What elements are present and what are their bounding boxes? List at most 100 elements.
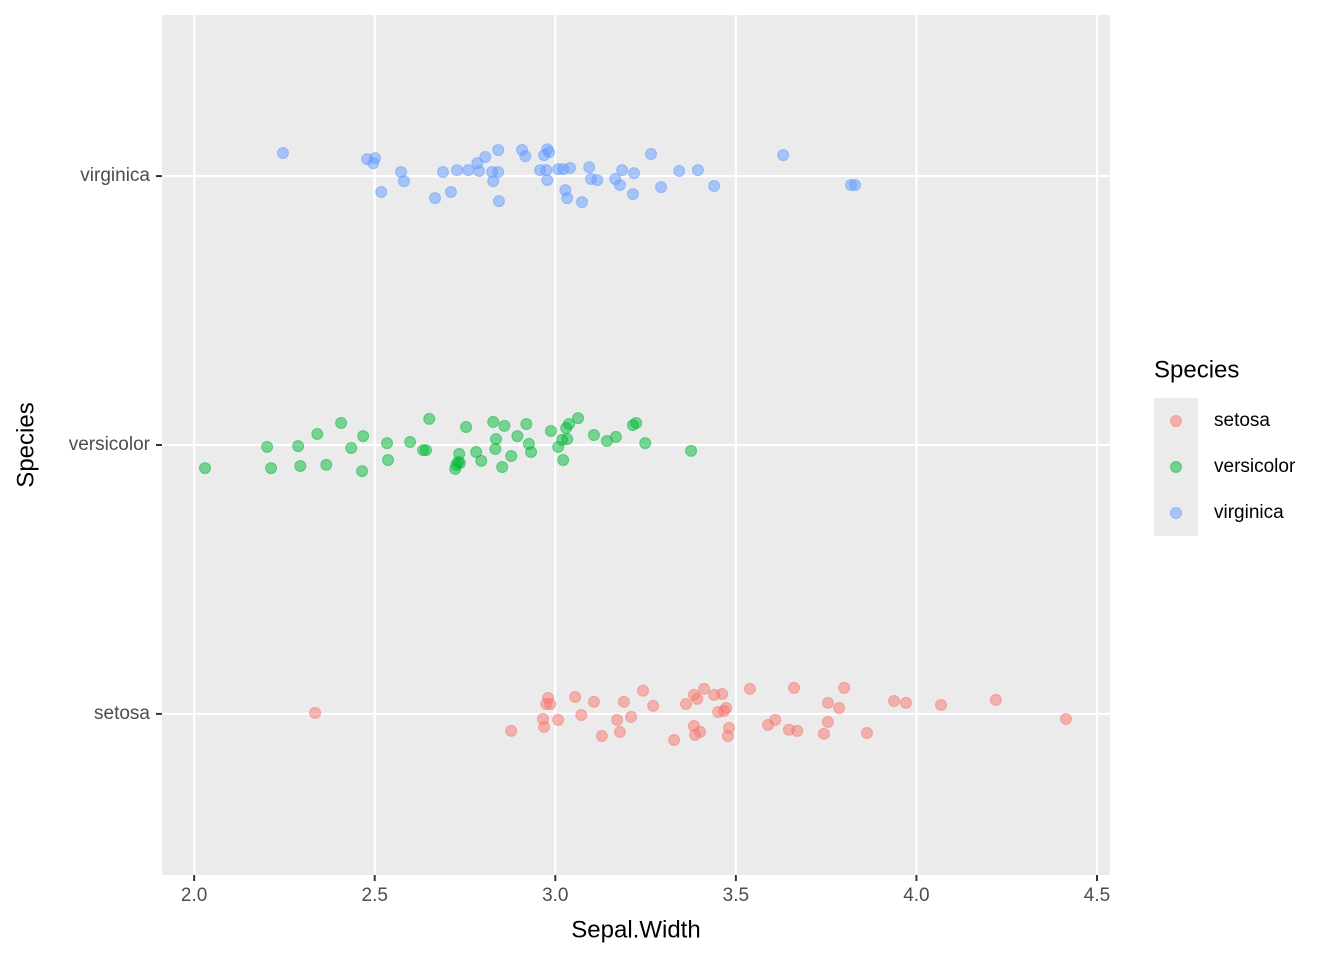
point (595, 729, 608, 742)
point (587, 695, 600, 708)
point (294, 459, 307, 472)
point (673, 164, 686, 177)
point (572, 412, 585, 425)
point (380, 437, 393, 450)
point (655, 181, 668, 194)
y-tick-label: setosa (94, 703, 150, 724)
point (561, 192, 574, 205)
point (444, 185, 457, 198)
point (543, 146, 556, 159)
point (462, 164, 475, 177)
point (436, 166, 449, 179)
point (357, 430, 370, 443)
point (375, 185, 388, 198)
point (691, 692, 704, 705)
point (769, 713, 782, 726)
point (587, 429, 600, 442)
point (561, 433, 574, 446)
legend-label: versicolor (1214, 456, 1296, 477)
point (382, 454, 395, 467)
point (345, 441, 358, 454)
point (538, 720, 551, 733)
point (489, 443, 502, 456)
point (479, 150, 492, 163)
point (367, 157, 380, 170)
point (609, 430, 622, 443)
legend-symbol (1170, 415, 1182, 427)
point (817, 727, 830, 740)
point (708, 180, 721, 193)
y-tick-label: virginica (80, 165, 150, 186)
point (198, 462, 211, 475)
point (777, 149, 790, 162)
point (716, 688, 729, 701)
point (721, 729, 734, 742)
point (470, 445, 483, 458)
point (788, 681, 800, 694)
point (637, 684, 650, 697)
point (821, 696, 834, 709)
point (563, 418, 576, 431)
point (576, 196, 589, 209)
point (717, 704, 730, 717)
point (860, 727, 873, 740)
point (685, 444, 698, 457)
point (694, 725, 707, 738)
point (511, 430, 524, 443)
point (989, 693, 1002, 706)
point (625, 710, 638, 723)
point (487, 415, 500, 428)
point (356, 465, 369, 478)
point (791, 724, 804, 737)
point (490, 433, 503, 446)
x-tick-label: 4.0 (903, 885, 929, 906)
point (833, 702, 846, 715)
point (617, 695, 630, 708)
point (626, 188, 639, 201)
point (541, 174, 554, 187)
point (743, 682, 756, 695)
point (569, 690, 582, 703)
point (492, 195, 505, 208)
point (335, 416, 348, 429)
point (475, 454, 488, 467)
x-tick-label: 3.0 (542, 885, 568, 906)
point (292, 440, 305, 453)
x-axis-title: Sepal.Width (571, 916, 700, 943)
point (838, 681, 851, 694)
point (423, 412, 436, 425)
point (849, 178, 862, 191)
point (644, 148, 657, 161)
point (557, 454, 570, 467)
point (320, 458, 333, 471)
point (397, 175, 410, 188)
point (473, 164, 486, 177)
point (564, 162, 577, 175)
x-tick-label: 2.0 (181, 885, 207, 906)
point (505, 450, 518, 463)
point (520, 418, 533, 431)
point (450, 458, 463, 471)
point (583, 161, 596, 174)
point (899, 696, 912, 709)
point (265, 462, 278, 475)
point (276, 146, 289, 159)
point (451, 164, 464, 177)
x-tick-label: 4.5 (1084, 885, 1110, 906)
point (616, 164, 629, 177)
point (630, 416, 643, 429)
point (680, 697, 693, 710)
legend-label: setosa (1214, 410, 1270, 431)
legend-title: Species (1154, 356, 1239, 383)
legend-symbol (1170, 461, 1182, 473)
point (888, 695, 901, 708)
point (544, 697, 557, 710)
point (460, 420, 473, 433)
point (628, 167, 641, 180)
x-tick-label: 2.5 (362, 885, 388, 906)
point (691, 164, 704, 177)
point (505, 724, 518, 737)
point (698, 682, 711, 695)
